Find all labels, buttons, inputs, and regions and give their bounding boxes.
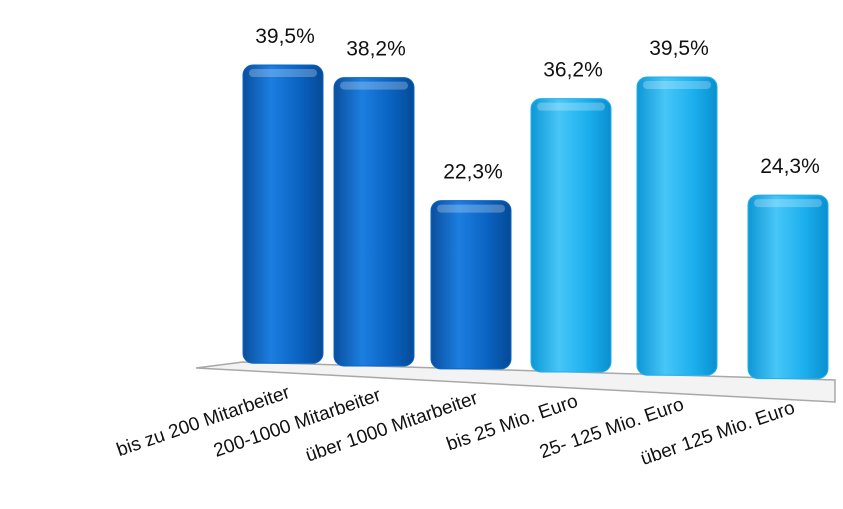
data-label-5: 24,3% (760, 155, 820, 178)
bar-highlight-0 (249, 68, 317, 77)
bar-highlight-3 (537, 102, 605, 111)
bar-3 (530, 98, 612, 373)
data-label-2: 22,3% (443, 161, 503, 184)
bar-2 (430, 200, 512, 370)
data-label-4: 39,5% (649, 37, 709, 60)
category-label-1: 200-1000 Mitarbeiter (211, 385, 384, 462)
data-labels-group: 39,5% 38,2% 22,3% 36,2% 39,5% 24,3% (255, 25, 820, 184)
bar-highlight-2 (437, 204, 505, 213)
bar-1 (333, 77, 415, 367)
chart-floor (195, 361, 836, 403)
bar-highlight-5 (754, 199, 822, 208)
bar-5 (747, 194, 829, 380)
bar-0 (242, 64, 324, 364)
category-label-2: über 1000 Mitarbeiter (303, 388, 481, 467)
bars-group (242, 64, 829, 380)
data-label-1: 38,2% (346, 38, 406, 61)
bar-highlight-1 (340, 81, 408, 90)
data-label-0: 39,5% (255, 25, 315, 48)
bar-highlight-4 (643, 80, 711, 89)
data-label-3: 36,2% (543, 59, 603, 82)
bar-4 (636, 76, 718, 376)
category-label-0: bis zu 200 Mitarbeiter (114, 382, 293, 461)
